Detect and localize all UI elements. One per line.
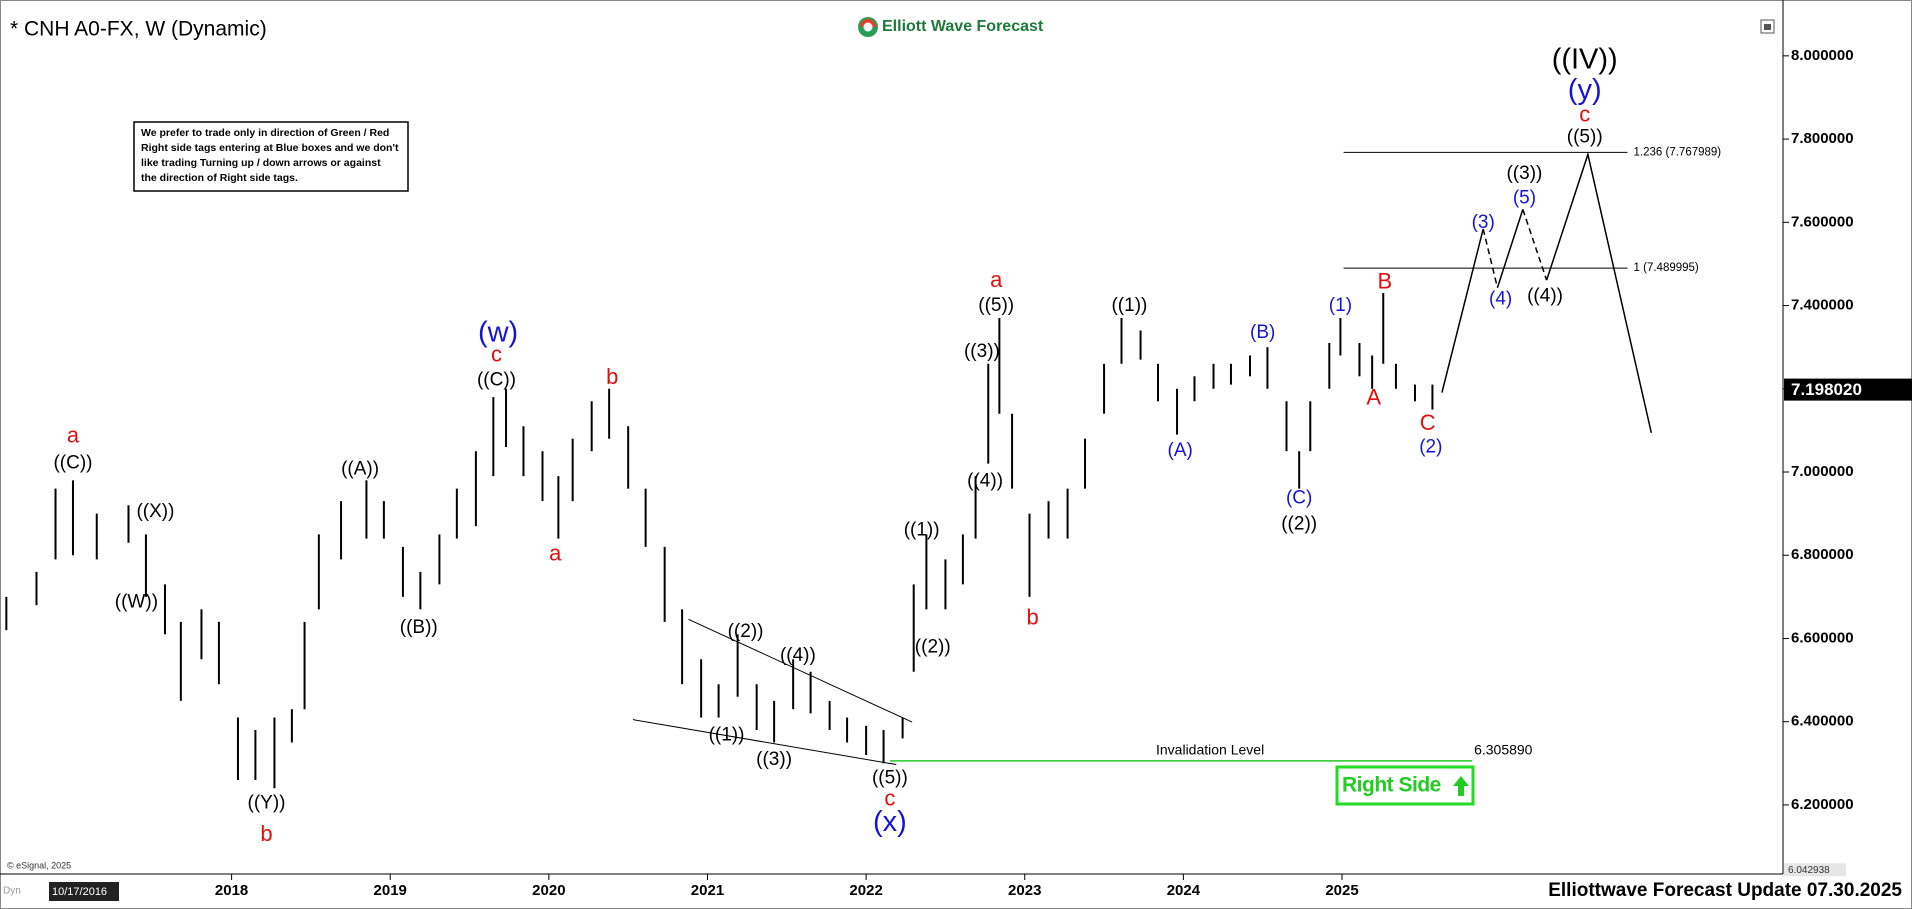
wave-label: (4) [1489, 289, 1512, 310]
y-tick-label: 6.600000 [1791, 629, 1854, 646]
start-date: 10/17/2016 [52, 886, 107, 898]
fib-label: 1 (7.489995) [1634, 262, 1699, 274]
wave-label: (2) [1419, 436, 1442, 457]
wave-label: ((C)) [53, 452, 92, 473]
degree-label: (w) [478, 316, 518, 348]
wave-label: (C) [1286, 488, 1312, 509]
wave-label: c [491, 342, 502, 367]
right-side-tag: Right Side [1335, 765, 1475, 806]
wave-label: C [1420, 410, 1436, 435]
wave-label: ((1)) [1111, 295, 1147, 316]
wave-label: ((4)) [967, 471, 1003, 492]
x-tick-label: 2020 [532, 882, 565, 899]
wave-label: c [1579, 102, 1590, 127]
wave-label: ((4)) [1527, 285, 1563, 306]
notice-box: We prefer to trade only in direction of … [133, 121, 409, 192]
last-price-box [1784, 378, 1912, 401]
degree-label: (x) [873, 806, 907, 838]
axis-low-box [1784, 863, 1846, 877]
wave-label: ((2)) [1281, 513, 1317, 534]
wave-label: (3) [1472, 212, 1495, 233]
wave-label: ((3)) [1506, 163, 1542, 184]
wave-label: b [260, 821, 272, 846]
y-tick-label: 7.000000 [1791, 463, 1854, 480]
degree-label: ((IV)) [1552, 44, 1618, 76]
wave-label: ((C)) [477, 369, 516, 390]
corner-icon [1760, 19, 1775, 34]
footer: Elliottwave Forecast Update 07.30.2025 [1548, 880, 1902, 901]
wave-label: b [606, 364, 618, 389]
projection-dashed [1482, 209, 1548, 288]
start-date-box [49, 882, 119, 901]
dyn-label: Dyn [3, 886, 21, 897]
wave-label: ((Y)) [248, 793, 286, 814]
wave-label: a [549, 541, 562, 566]
wave-label: (B) [1250, 322, 1275, 343]
wave-label: ((3)) [964, 341, 1000, 362]
trendline [688, 618, 913, 723]
wave-label: ((3)) [756, 749, 792, 770]
wave-label: ((W)) [115, 591, 158, 612]
notice-line: like trading Turning up / down arrows or… [141, 157, 381, 169]
x-tick-label: 2024 [1167, 882, 1201, 899]
wave-label: a [990, 267, 1003, 292]
wave-label: ((5)) [978, 295, 1014, 316]
wave-label: ((5)) [872, 767, 908, 788]
axis-low-label: 6.042938 [1788, 865, 1830, 876]
brand-logo [858, 17, 878, 37]
invalidation-value: 6.305890 [1474, 742, 1533, 758]
wave-label: (5) [1513, 188, 1536, 209]
x-tick-label: 2019 [374, 882, 407, 899]
fib-label: 1.236 (7.767989) [1634, 146, 1722, 158]
y-tick-label: 6.200000 [1791, 796, 1854, 813]
wave-label: ((B)) [400, 617, 438, 638]
y-tick-label: 8.000000 [1791, 47, 1854, 64]
wave-label: ((1)) [709, 724, 745, 745]
wave-label: ((2)) [728, 621, 764, 642]
brand: Elliott Wave Forecast [882, 18, 1044, 35]
degree-label: (y) [1568, 74, 1602, 106]
wave-label: ((2)) [915, 637, 951, 658]
y-tick-label: 7.400000 [1791, 297, 1854, 314]
wave-label: (1) [1329, 295, 1352, 316]
notice-line: the direction of Right side tags. [141, 172, 298, 184]
wave-label: ((A)) [341, 459, 379, 480]
trendline [632, 719, 897, 766]
wave-label: b [1027, 604, 1039, 629]
x-tick-label: 2018 [215, 882, 248, 899]
x-tick-label: 2021 [691, 882, 724, 899]
x-tick-label: 2022 [849, 882, 882, 899]
wave-label: ((1)) [904, 519, 940, 540]
notice-line: We prefer to trade only in direction of … [141, 127, 389, 139]
wave-label: ((X)) [136, 501, 174, 522]
last-price-label: 7.198020 [1791, 380, 1862, 399]
y-tick-label: 6.400000 [1791, 713, 1854, 730]
right-side-label: Right Side [1342, 774, 1441, 797]
wave-label: a [67, 422, 80, 447]
x-tick-label: 2023 [1008, 882, 1041, 899]
x-tick-label: 2025 [1325, 882, 1358, 899]
y-tick-label: 6.800000 [1791, 546, 1854, 563]
wave-label: B [1377, 268, 1392, 293]
wave-label: ((4)) [780, 645, 816, 666]
wave-label: c [884, 786, 895, 811]
copyright: © eSignal, 2025 [7, 860, 71, 870]
notice-line: Right side tags entering at Blue boxes a… [141, 142, 399, 154]
wave-label: (A) [1168, 440, 1193, 461]
chart-title: * CNH A0-FX, W (Dynamic) [10, 18, 267, 41]
wave-label: A [1366, 385, 1381, 410]
y-tick-label: 7.600000 [1791, 213, 1854, 230]
wave-label: ((5)) [1567, 126, 1603, 147]
y-tick-label: 7.800000 [1791, 130, 1854, 147]
projection-solid [1441, 151, 1653, 434]
invalidation-label: Invalidation Level [1156, 742, 1264, 758]
